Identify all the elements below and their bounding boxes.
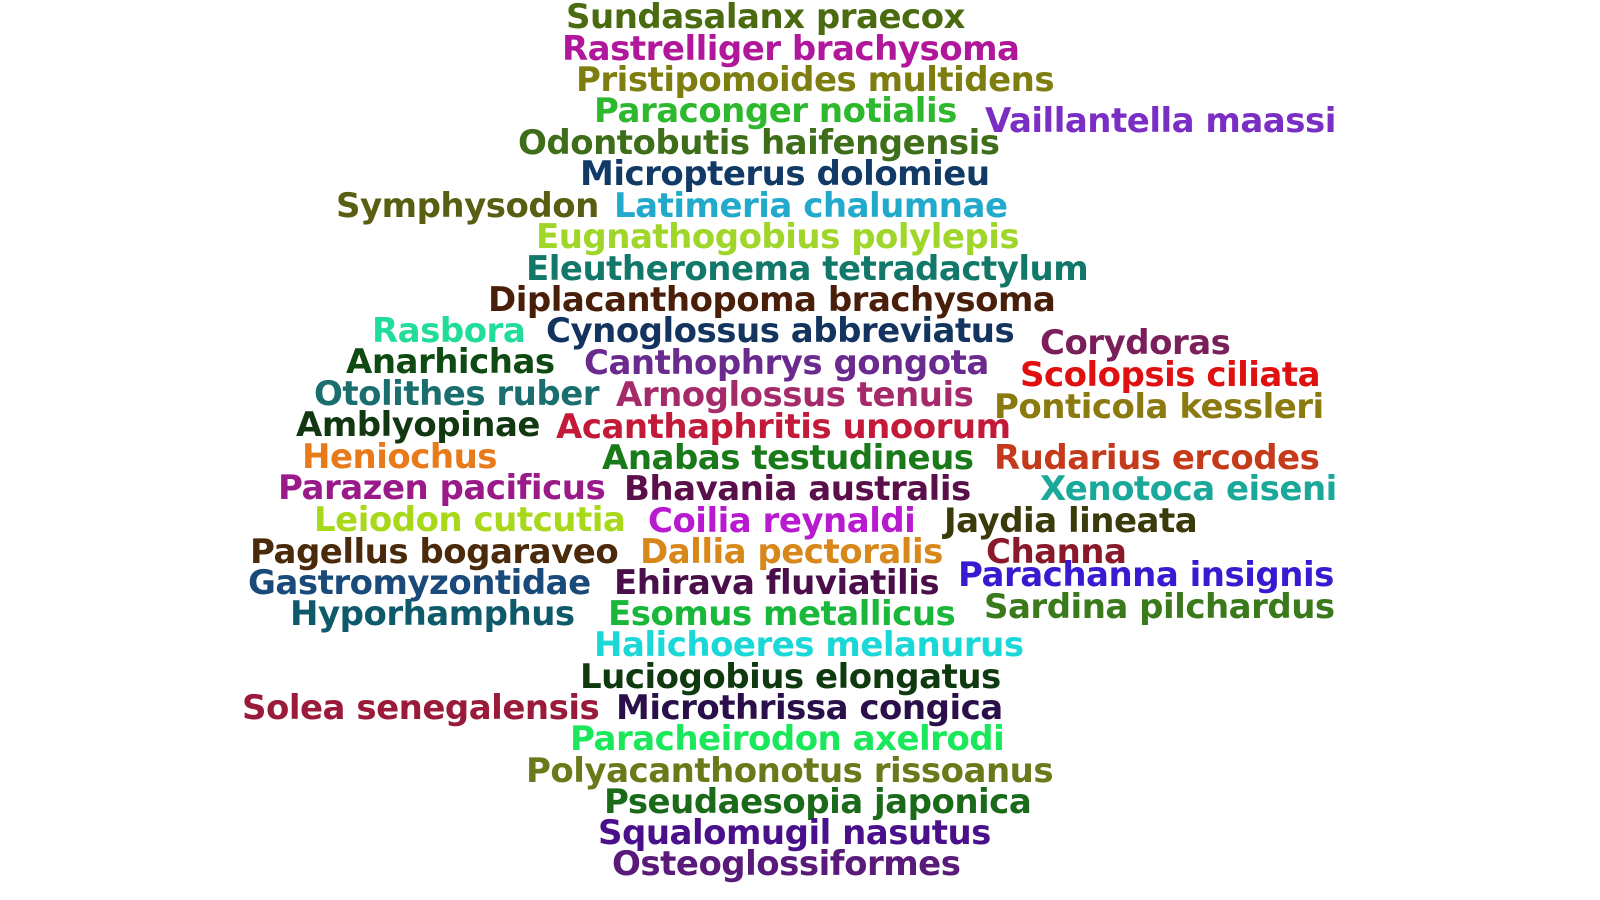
cloud-word: Corydoras: [1040, 323, 1231, 363]
cloud-word: Anabas testudineus: [602, 438, 974, 478]
cloud-word: Eugnathogobius polylepis: [536, 217, 1020, 257]
cloud-word: Microthrissa congica: [616, 688, 1003, 728]
cloud-word: Coilia reynaldi: [648, 501, 916, 541]
cloud-word: Ponticola kessleri: [994, 387, 1324, 427]
cloud-word: Paracheirodon axelrodi: [570, 719, 1005, 759]
cloud-word: Jaydia lineata: [944, 501, 1198, 541]
cloud-word: Scolopsis ciliata: [1020, 355, 1321, 395]
cloud-word: Eleutheronema tetradactylum: [526, 249, 1089, 289]
cloud-word: Heniochus: [302, 437, 498, 477]
cloud-word: Vaillantella maassi: [985, 101, 1336, 141]
cloud-word: Anarhichas: [346, 342, 555, 382]
cloud-word: Sundasalanx praecox: [566, 0, 965, 37]
cloud-word: Odontobutis haifengensis: [518, 123, 1000, 163]
cloud-word: Bhavania australis: [624, 469, 971, 509]
cloud-word: Latimeria chalumnae: [614, 186, 1008, 226]
cloud-word: Channa: [986, 532, 1127, 572]
cloud-word: Sardina pilchardus: [984, 587, 1335, 627]
cloud-word: Dallia pectoralis: [640, 532, 943, 572]
cloud-word: Luciogobius elongatus: [580, 657, 1001, 697]
cloud-word: Polyacanthonotus rissoanus: [526, 751, 1054, 791]
cloud-word: Xenotoca eiseni: [1040, 469, 1337, 509]
cloud-word: Acanthaphritis unoorum: [556, 407, 1011, 447]
cloud-word: Paraconger notialis: [594, 91, 957, 131]
cloud-word: Halichoeres melanurus: [594, 625, 1024, 665]
cloud-word: Rasbora: [372, 311, 526, 351]
cloud-word: Parazen pacificus: [278, 468, 606, 508]
cloud-word: Esomus metallicus: [608, 594, 956, 634]
cloud-word: Cynoglossus abbreviatus: [546, 311, 1015, 351]
cloud-word: Arnoglossus tenuis: [616, 375, 974, 415]
cloud-word: Amblyopinae: [296, 405, 540, 445]
cloud-word: Rastrelliger brachysoma: [562, 29, 1020, 69]
cloud-word: Diplacanthopoma brachysoma: [488, 280, 1056, 320]
cloud-word: Pagellus bogaraveo: [250, 532, 619, 572]
cloud-word: Squalomugil nasutus: [598, 813, 991, 853]
cloud-word: Solea senegalensis: [242, 688, 600, 728]
cloud-word: Rudarius ercodes: [994, 438, 1320, 478]
cloud-word: Osteoglossiformes: [612, 844, 961, 884]
cloud-word: Symphysodon: [336, 186, 599, 226]
cloud-word: Pseudaesopia japonica: [604, 782, 1032, 822]
cloud-word: Leiodon cutcutia: [314, 500, 626, 540]
cloud-word: Micropterus dolomieu: [580, 154, 990, 194]
cloud-word: Canthophrys gongota: [584, 343, 989, 383]
cloud-word: Ehirava fluviatilis: [614, 563, 940, 603]
cloud-word: Gastromyzontidae: [248, 563, 591, 603]
cloud-word: Pristipomoides multidens: [576, 60, 1055, 100]
cloud-word: Parachanna insignis: [958, 555, 1334, 595]
cloud-word: Hyporhamphus: [290, 594, 575, 634]
cloud-word: Otolithes ruber: [314, 374, 600, 414]
